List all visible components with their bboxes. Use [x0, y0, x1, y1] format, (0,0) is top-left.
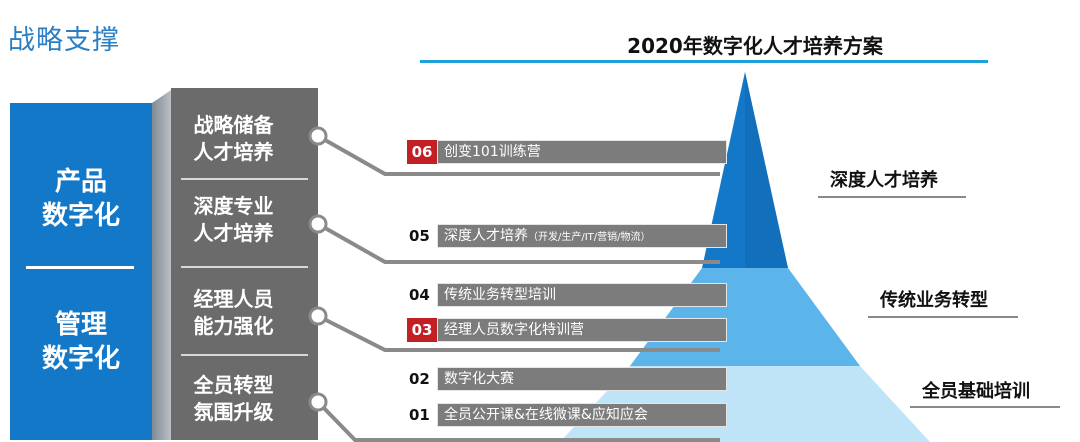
management-line-2: 数字化	[41, 344, 120, 374]
program-number: 05	[409, 227, 430, 245]
grey-divider	[181, 354, 308, 356]
program-bar	[437, 224, 727, 248]
title-underline	[420, 60, 988, 63]
category-line: 经理人员	[193, 287, 274, 311]
category-line: 全员转型	[193, 373, 274, 397]
product-line-2: 数字化	[41, 201, 120, 231]
pyramid-top-tier	[702, 72, 788, 268]
program-label-main: 深度人才培养	[444, 228, 528, 244]
pyramid-top-shade	[745, 72, 788, 268]
program-bar	[437, 367, 727, 391]
category-line: 战略储备	[193, 113, 274, 137]
management-line-1: 管理	[54, 310, 107, 340]
program-bar	[437, 140, 727, 164]
level-underline	[818, 196, 966, 198]
program-number: 06	[407, 140, 437, 164]
level-label-business-transform: 传统业务转型	[880, 290, 988, 311]
program-number: 04	[409, 286, 430, 304]
program-label: 传统业务转型培训	[444, 287, 556, 303]
blue-column-shadow	[152, 88, 174, 440]
category-manager-strengthening: 经理人员 能力强化	[171, 286, 296, 340]
program-label: 全员公开课&在线微课&应知应会	[444, 407, 648, 423]
level-label-deep-talent: 深度人才培养	[830, 170, 938, 191]
plan-title: 2020年数字化人才培养方案	[627, 34, 883, 58]
blue-column-divider	[26, 266, 134, 269]
category-line: 人才培养	[193, 140, 274, 164]
product-line-1: 产品	[54, 167, 107, 197]
program-label-note: （开发/生产/IT/营销/物流）	[528, 232, 651, 243]
category-line: 氛围升级	[193, 400, 274, 424]
program-bar	[437, 403, 727, 427]
program-bar	[437, 283, 727, 307]
product-digitalization-label: 产品 数字化	[10, 165, 152, 233]
management-digitalization-label: 管理 数字化	[10, 308, 152, 376]
category-line: 深度专业	[193, 194, 274, 218]
program-label: 深度人才培养（开发/生产/IT/营销/物流）	[444, 224, 651, 250]
grey-divider	[181, 266, 308, 268]
program-label: 数字化大赛	[444, 371, 514, 387]
category-all-staff: 全员转型 氛围升级	[171, 372, 296, 426]
program-label: 创变101训练营	[444, 144, 541, 160]
program-number: 03	[407, 318, 437, 342]
category-line: 人才培养	[193, 221, 274, 245]
section-title: 战略支撑	[8, 25, 120, 56]
talent-category-column	[171, 88, 318, 440]
level-underline	[910, 406, 1060, 408]
level-underline	[868, 316, 1018, 318]
program-label: 经理人员数字化特训营	[444, 322, 584, 338]
strategy-column	[10, 103, 152, 440]
category-deep-professional: 深度专业 人才培养	[171, 193, 296, 247]
program-bar	[437, 318, 727, 342]
program-number: 02	[409, 370, 430, 388]
category-strategic-reserve: 战略储备 人才培养	[171, 112, 296, 166]
category-line: 能力强化	[193, 314, 274, 338]
program-number: 01	[409, 406, 430, 424]
grey-divider	[181, 178, 308, 180]
level-label-basic-training: 全员基础培训	[922, 381, 1030, 402]
